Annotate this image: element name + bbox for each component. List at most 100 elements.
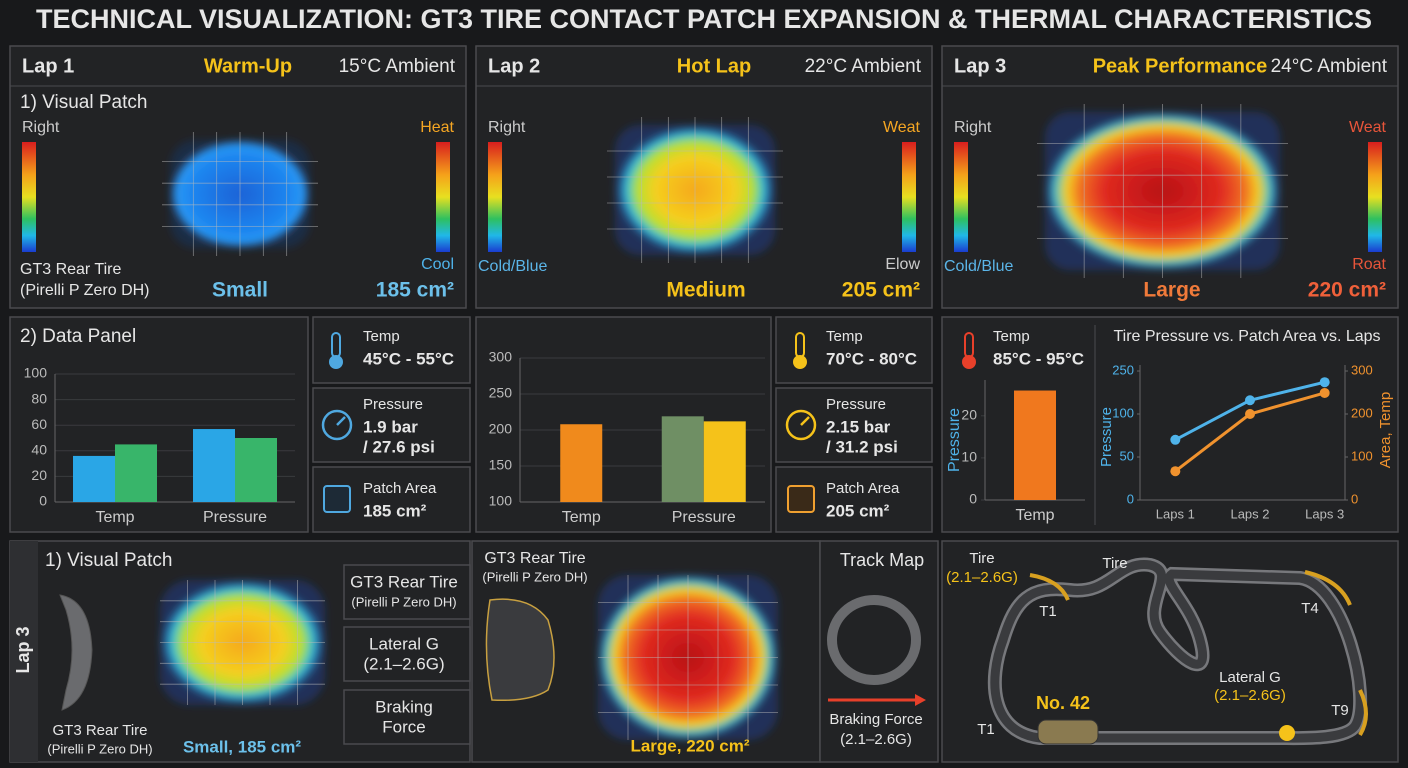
tire-label: GT3 Rear Tire <box>20 261 121 278</box>
tire-ring <box>827 595 921 685</box>
button[interactable] <box>343 689 471 745</box>
y-axis-label: Pressure <box>1098 407 1115 467</box>
chart-title: Tire Pressure vs. Patch Area vs. Laps <box>1113 328 1380 345</box>
card-value: 85°C - 95°C <box>993 349 1084 368</box>
track-label: T9 <box>1331 702 1349 719</box>
bar <box>193 429 235 502</box>
x-tick-label: Temp <box>1015 507 1054 524</box>
patch-size: Large, 220 cm² <box>630 736 749 755</box>
button-label: GT3 Rear Tire <box>350 572 458 591</box>
button-label: Lateral G <box>369 634 439 653</box>
y-tick-label: 40 <box>31 442 47 458</box>
button[interactable] <box>343 564 471 620</box>
point <box>1245 409 1255 420</box>
card-value: / 27.6 psi <box>363 437 435 456</box>
y-tick-label: 300 <box>489 349 513 365</box>
button[interactable] <box>343 626 471 682</box>
point <box>1245 395 1255 406</box>
heat-scale <box>1368 142 1382 252</box>
y-tick-label: 20 <box>961 406 977 422</box>
y-tick-label: 200 <box>489 421 513 437</box>
card-value: 205 cm² <box>826 501 890 520</box>
y-tick-label: 100 <box>489 493 513 509</box>
y-tick-label: 60 <box>31 416 47 432</box>
gauge-icon <box>785 409 817 441</box>
gauge-icon <box>321 409 353 441</box>
card-label: Patch Area <box>826 480 900 497</box>
y2-axis-label: Area, Temp <box>1377 392 1394 468</box>
card <box>775 316 933 384</box>
track-label: (2.1–2.6G) <box>946 569 1018 586</box>
patch-area: 205 cm² <box>842 279 920 302</box>
lap-label: Lap 2 <box>488 55 540 77</box>
point <box>1319 387 1330 398</box>
bar <box>703 421 746 502</box>
section-title: 1) Visual Patch <box>20 92 147 113</box>
y-tick-label: 10 <box>961 449 977 465</box>
heat-scale <box>902 142 916 252</box>
patch-area: 220 cm² <box>1308 279 1386 302</box>
card-value: / 31.2 psi <box>826 437 898 456</box>
button-label: Braking <box>375 697 433 716</box>
corner-highlight <box>1358 689 1368 737</box>
y-tick-label: 0 <box>1127 491 1134 506</box>
track-label: Tire <box>969 550 994 567</box>
ambient-label: 22°C Ambient <box>805 56 922 77</box>
button-label: (Pirelli P Zero DH) <box>351 594 456 609</box>
arrow-head <box>915 694 926 706</box>
force-label: Braking Force <box>829 711 922 728</box>
x-tick-label: Laps 3 <box>1305 506 1344 521</box>
area-icon <box>323 485 351 513</box>
car-label: No. 42 <box>1036 693 1090 713</box>
track-label: Lateral G <box>1219 669 1281 686</box>
card-label: Patch Area <box>363 480 437 497</box>
track-label: T1 <box>977 721 995 738</box>
ambient-label: 15°C Ambient <box>339 56 456 77</box>
patch-size: Large <box>1143 279 1200 302</box>
tire-label: GT3 Rear Tire <box>52 722 147 739</box>
card <box>312 387 471 463</box>
thermometer-icon <box>962 332 976 369</box>
patch-size: Small, 185 cm² <box>183 737 301 756</box>
phase-label: Peak Performance <box>1093 55 1268 77</box>
side-label: Lap 3 <box>13 626 33 673</box>
scale-label: Right <box>488 119 526 136</box>
y-tick-label: 100 <box>1112 405 1134 420</box>
y-tick-label: 0 <box>39 493 47 509</box>
y-tick-label: 250 <box>1112 362 1134 377</box>
patch-size: Small <box>212 279 268 302</box>
corner-highlight <box>1029 573 1070 601</box>
y2-tick-label: 200 <box>1351 405 1373 420</box>
y-tick-label: 250 <box>489 385 513 401</box>
y-tick-label: 0 <box>969 491 977 507</box>
tire-profile <box>59 594 93 711</box>
y2-tick-label: 100 <box>1351 448 1373 463</box>
scale-label: Cold/Blue <box>478 258 547 275</box>
heat-scale <box>954 142 968 252</box>
y-tick-label: 50 <box>1120 448 1134 463</box>
scale-label: Right <box>22 119 60 136</box>
lap-label: Lap 1 <box>22 55 74 77</box>
heat-scale <box>22 142 36 252</box>
patch-size: Medium <box>666 279 745 302</box>
tire-model: (Pirelli P Zero DH) <box>20 282 150 299</box>
lap-label: Lap 3 <box>954 55 1006 77</box>
bar <box>73 455 115 502</box>
bar <box>661 416 704 502</box>
card-value: 2.15 bar <box>826 417 891 436</box>
scale-label: Cold/Blue <box>944 258 1013 275</box>
card-value: 70°C - 80°C <box>826 349 917 368</box>
tire-model: (Pirelli P Zero DH) <box>482 569 587 584</box>
y-tick-label: 150 <box>489 457 513 473</box>
patch-area: 185 cm² <box>376 279 454 302</box>
point <box>1319 377 1330 388</box>
lateral-g-marker <box>1279 725 1295 741</box>
x-tick-label: Pressure <box>672 509 736 526</box>
card-label: Pressure <box>363 396 423 413</box>
x-tick-label: Temp <box>562 509 601 526</box>
card-value: 45°C - 55°C <box>363 349 454 368</box>
track-label: (2.1–2.6G) <box>1214 687 1286 704</box>
bar <box>1014 390 1056 500</box>
y2-tick-label: 300 <box>1351 362 1373 377</box>
